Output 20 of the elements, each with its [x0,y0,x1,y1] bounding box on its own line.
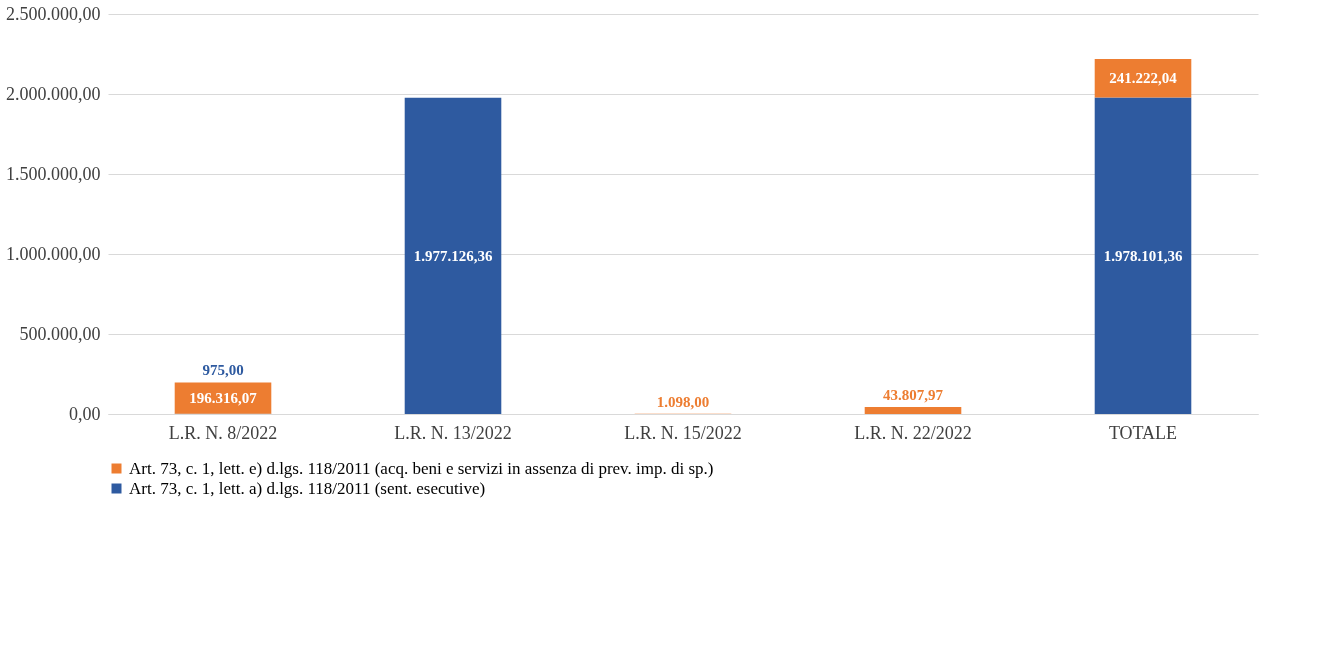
legend-label: Art. 73, c. 1, lett. e) d.lgs. 118/2011 (acq. beni e servizi in assenza di prev. imp. di sp.) [129,458,714,478]
legend-label: Art. 73, c. 1, lett. a) d.lgs. 118/2011 (sent. esecutive) [129,478,486,498]
y-tick-label: 1.500.000,00 [6,163,101,184]
x-tick-label: L.R. N. 13/2022 [394,422,512,443]
y-tick-label: 1.000.000,00 [6,243,101,264]
y-tick-label: 2.500.000,00 [6,3,101,24]
data-label: 241.222,04 [1109,70,1178,87]
data-label: 196.316,07 [189,390,258,407]
data-label: 1.978.101,36 [1103,247,1183,264]
y-tick-label: 0,00 [69,403,101,424]
data-label: 43.807,97 [883,386,944,403]
x-tick-label: L.R. N. 8/2022 [168,422,278,443]
data-label: 1.098,00 [656,393,710,410]
y-tick-label: 500.000,00 [19,323,101,344]
x-tick-label: L.R. N. 22/2022 [854,422,972,443]
data-label: 975,00 [202,362,244,379]
y-tick-label: 2.000.000,00 [6,83,101,104]
x-tick-label: TOTALE [1108,422,1178,443]
data-label: 1.977.126,36 [413,247,493,264]
x-tick-label: L.R. N. 15/2022 [624,422,742,443]
